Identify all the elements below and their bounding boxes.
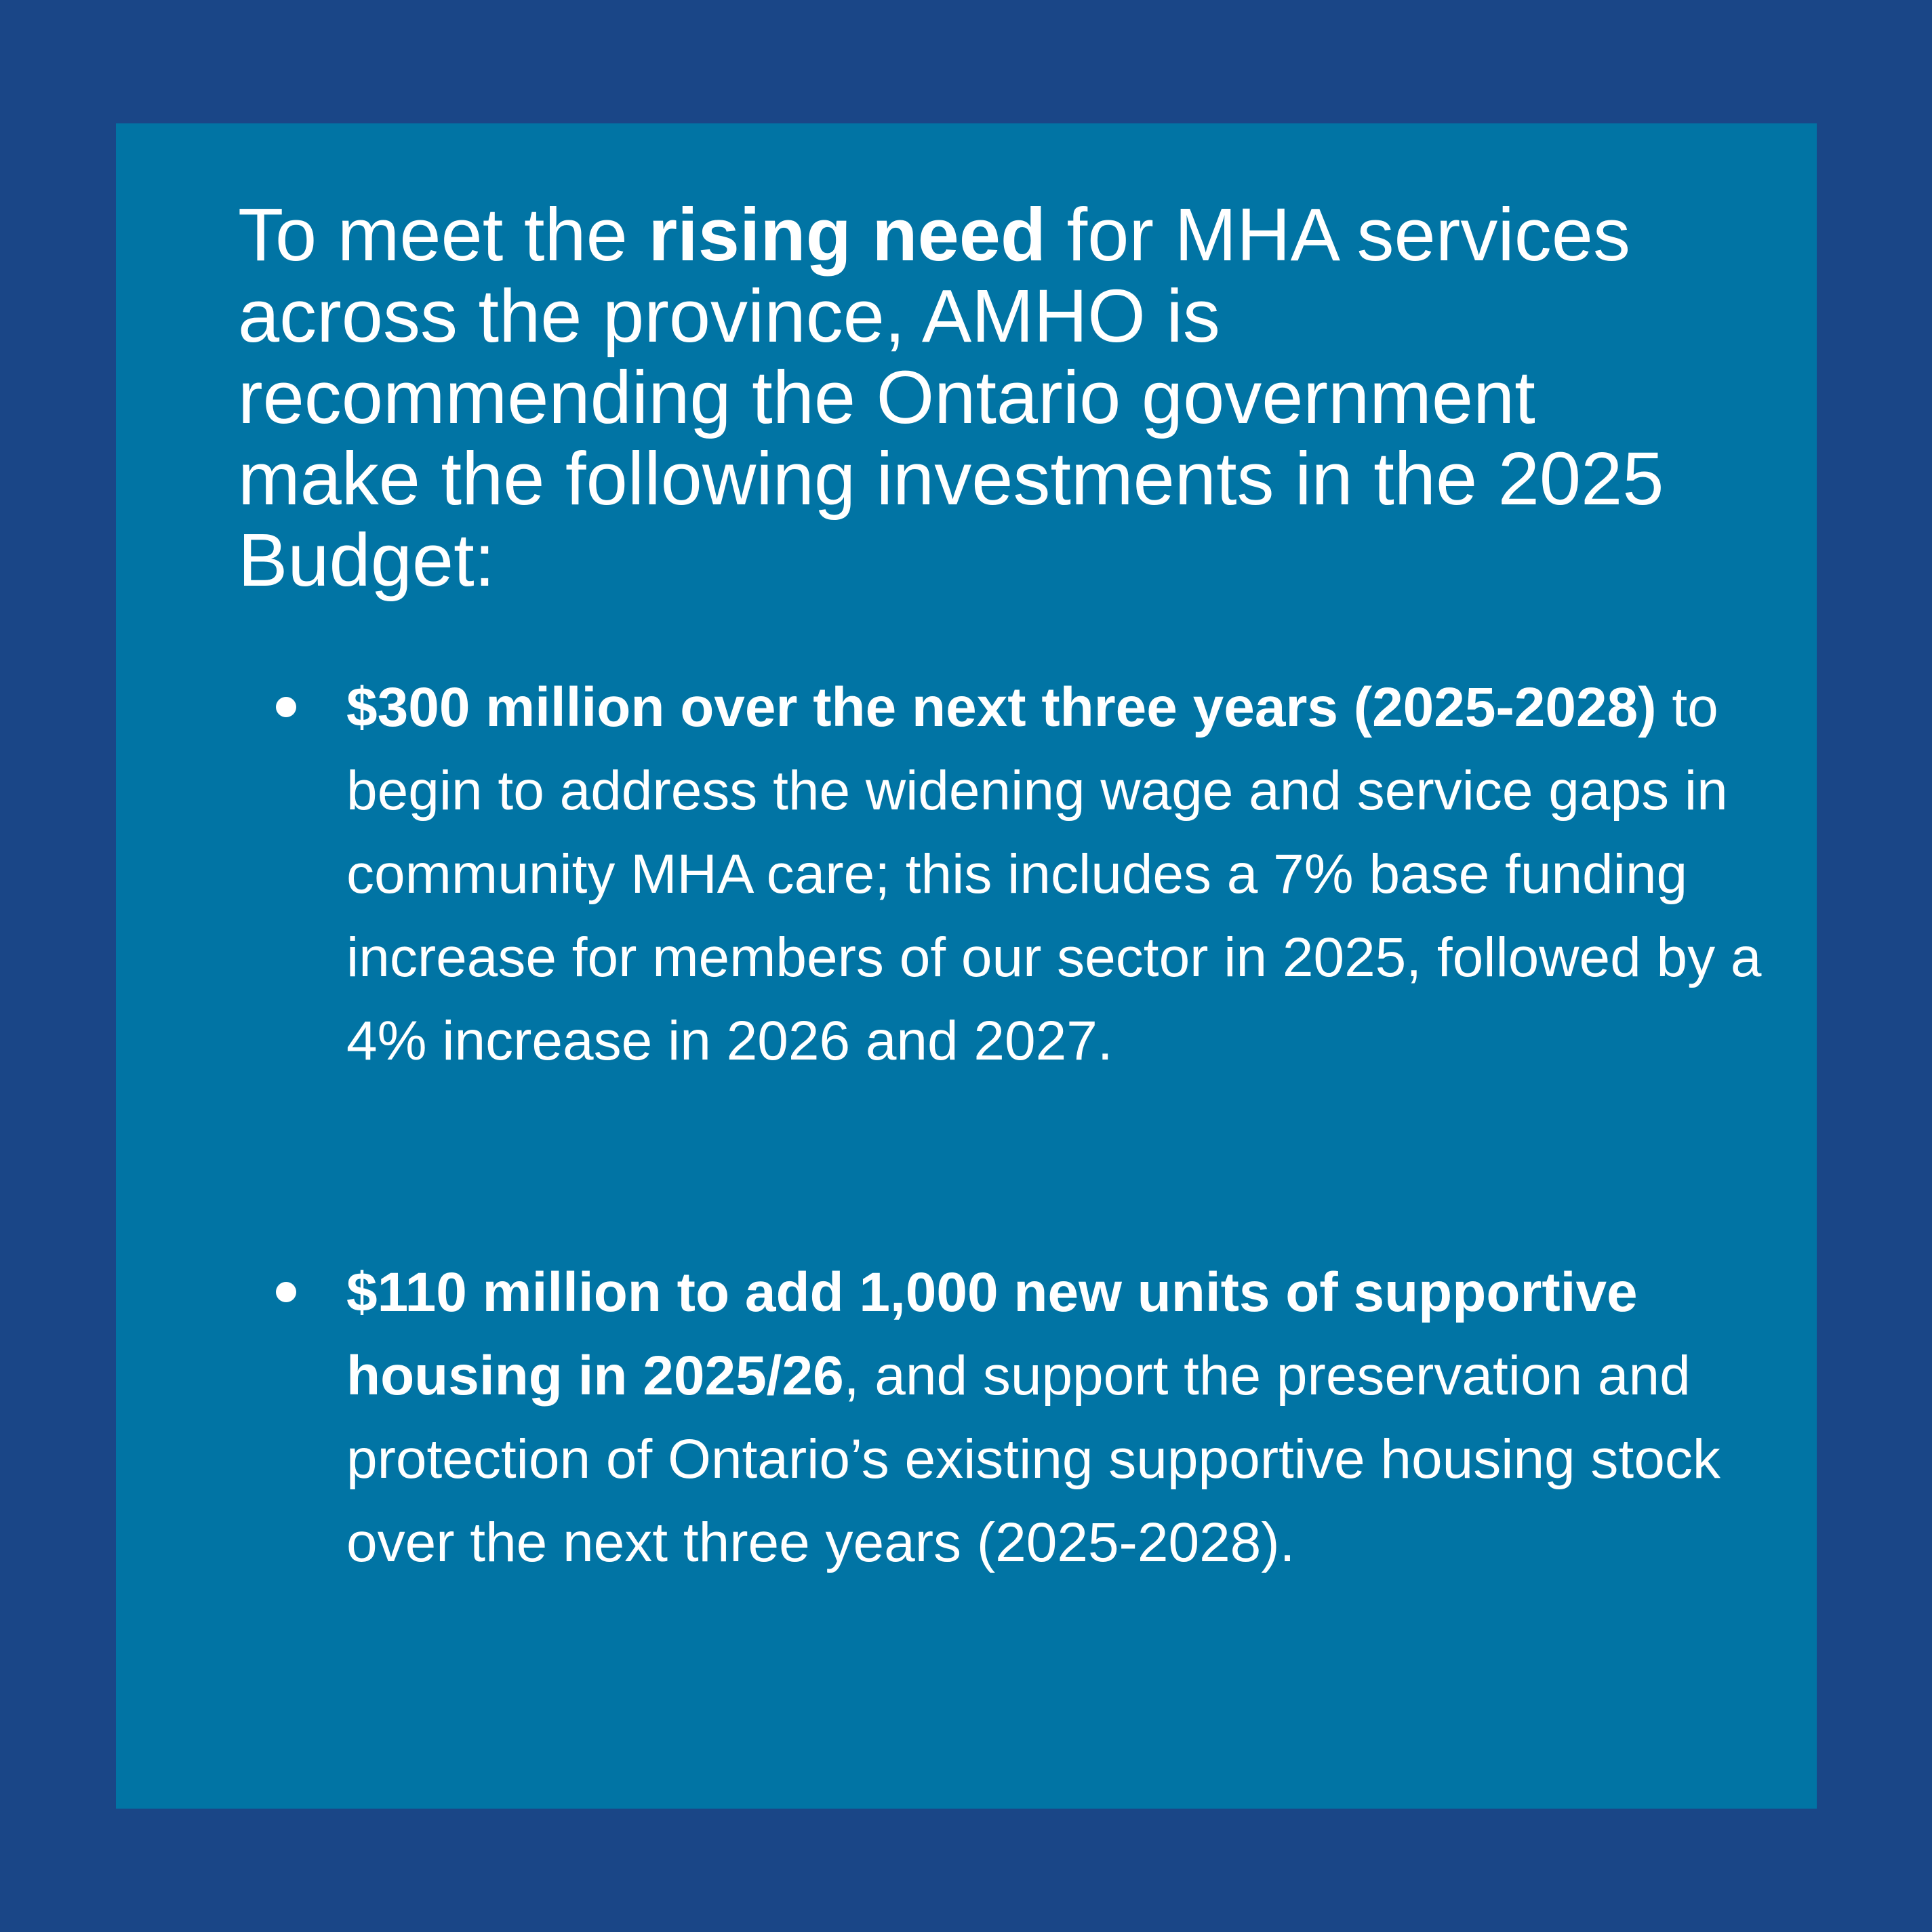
bullet-icon xyxy=(276,1282,296,1302)
recommendation-emphasis: $110 million to add 1,000 new units of s… xyxy=(346,1262,1638,1407)
intro-paragraph: To meet the rising need for MHA services… xyxy=(238,195,1695,601)
recommendation-text: , and support the preservation and prote… xyxy=(346,1345,1720,1573)
recommendation-item: $110 million to add 1,000 new units of s… xyxy=(276,1251,1777,1584)
recommendation-text: to begin to address the widening wage an… xyxy=(346,677,1762,1072)
bullet-icon xyxy=(276,697,296,717)
content-panel: To meet the rising need for MHA services… xyxy=(116,123,1817,1809)
intro-emphasis: rising need xyxy=(648,193,1047,277)
recommendation-item: $300 million over the next three years (… xyxy=(276,666,1777,1083)
intro-text-after: for MHA services across the province, AM… xyxy=(238,193,1664,602)
recommendations-list: $300 million over the next three years (… xyxy=(276,666,1777,1584)
intro-text-before: To meet the xyxy=(238,193,649,277)
recommendation-emphasis: $300 million over the next three years (… xyxy=(346,677,1657,738)
